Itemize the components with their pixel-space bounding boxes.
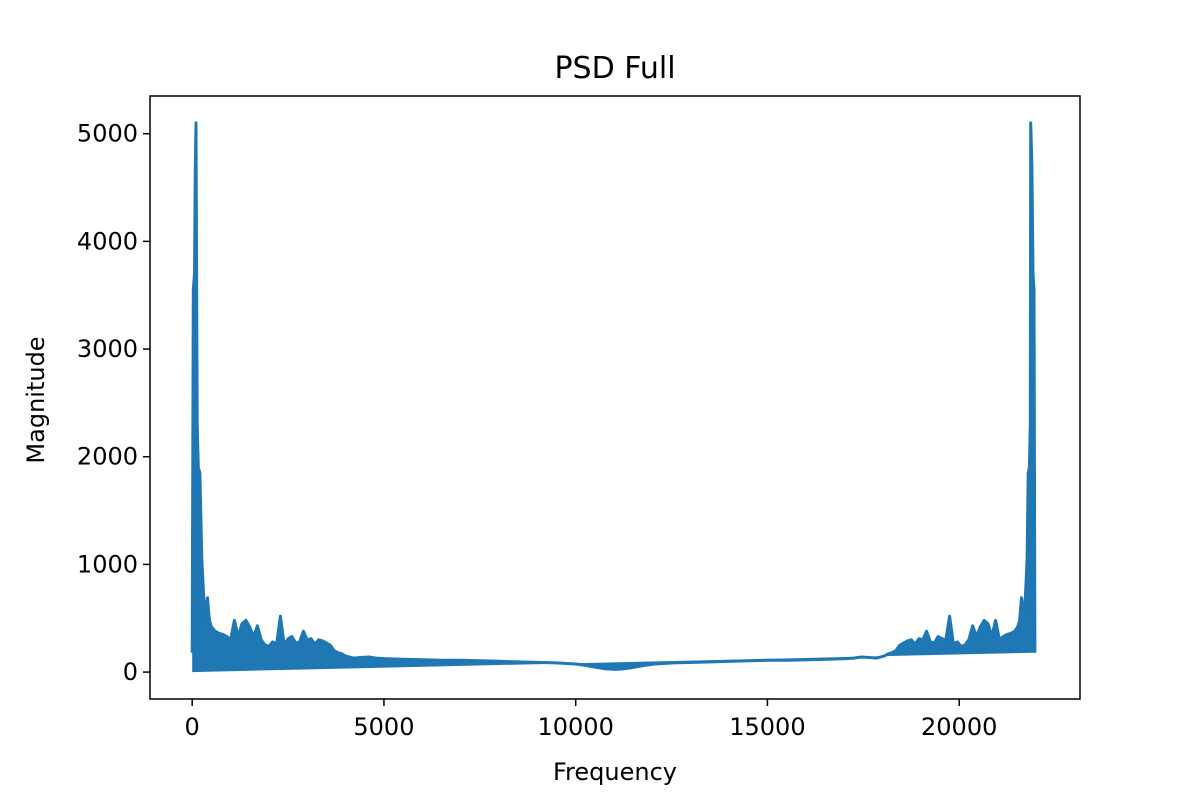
x-tick-label: 10000	[538, 713, 614, 741]
y-axis-label: Magnitude	[22, 336, 50, 463]
y-tick-label: 5000	[77, 120, 138, 148]
plot-area	[190, 121, 1037, 673]
y-tick-label: 0	[123, 658, 138, 686]
x-tick-label: 15000	[729, 713, 805, 741]
y-tick-label: 2000	[77, 443, 138, 471]
x-axis: 0 5000 10000 15000 20000	[185, 699, 997, 741]
y-tick-label: 3000	[77, 335, 138, 363]
x-tick-label: 0	[185, 713, 200, 741]
x-axis-label: Frequency	[553, 758, 677, 786]
x-tick-label: 20000	[921, 713, 997, 741]
chart-title: PSD Full	[554, 51, 675, 86]
spectrum-line	[190, 121, 1037, 671]
axes-frame	[149, 95, 1081, 700]
y-tick-label: 1000	[77, 550, 138, 578]
y-axis: 0 1000 2000 3000 4000 5000	[77, 120, 150, 686]
y-tick-label: 4000	[77, 227, 138, 255]
x-tick-label: 5000	[353, 713, 414, 741]
